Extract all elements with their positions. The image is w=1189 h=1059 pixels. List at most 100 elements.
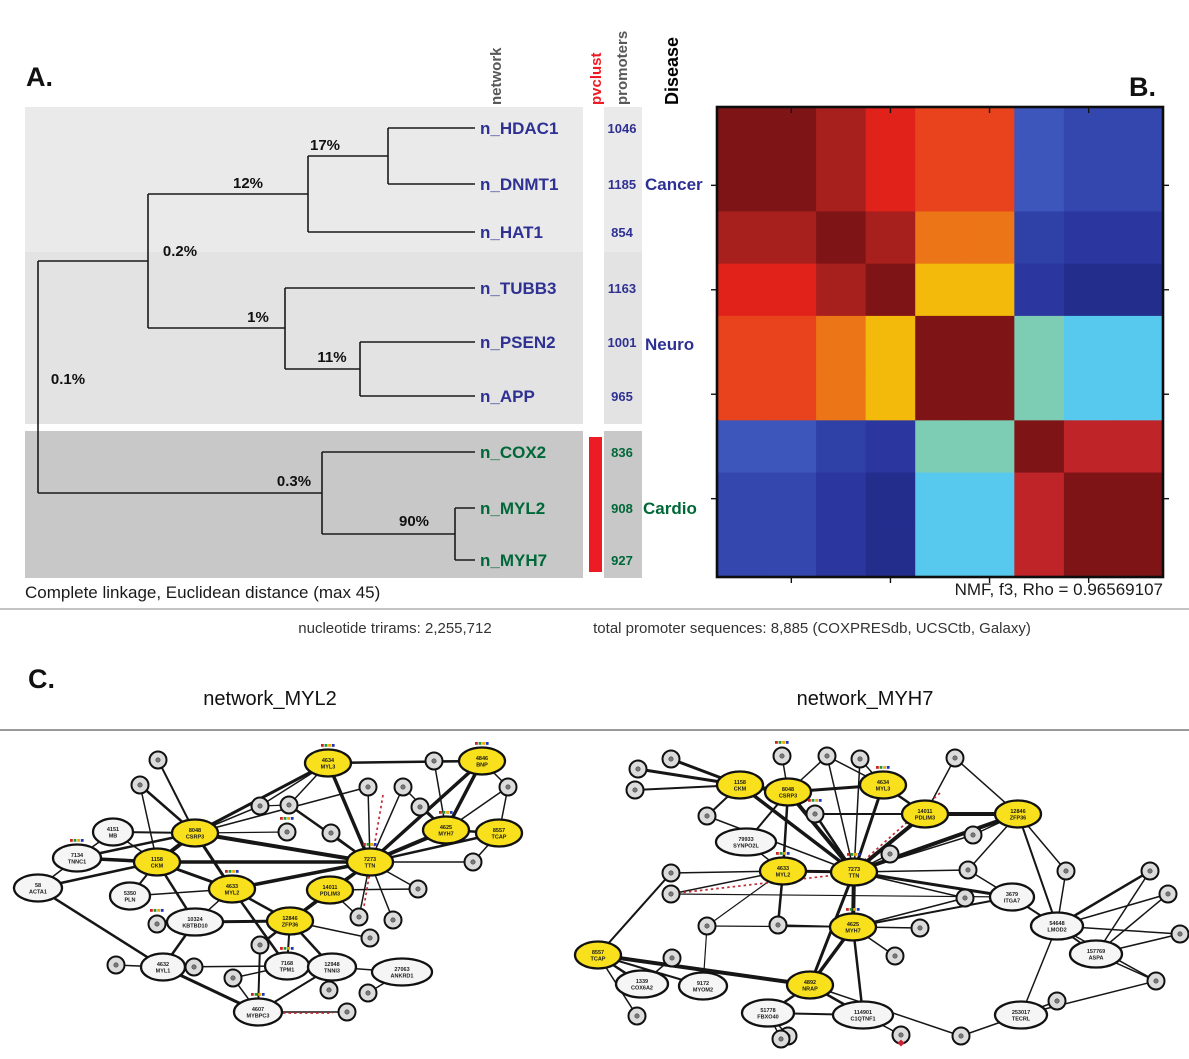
gene-symbol-label: KBTBD10 bbox=[182, 924, 207, 930]
heatmap-cell bbox=[1063, 524, 1115, 578]
network-myh7-node-H24 bbox=[1146, 971, 1166, 991]
node-glyph-icon bbox=[824, 753, 830, 759]
gene-symbol-label: ANKRD1 bbox=[391, 974, 414, 980]
heatmap-cell bbox=[964, 420, 1015, 474]
node-glyph-icon bbox=[257, 803, 263, 809]
heatmap-cell bbox=[964, 159, 1015, 213]
gene-symbol-label: CKM bbox=[151, 864, 164, 870]
gene-id-label: 8557 bbox=[592, 950, 604, 956]
support-pct-label: 1% bbox=[247, 309, 269, 326]
heatmap-cell bbox=[865, 159, 916, 213]
tfbs-dot-icon bbox=[811, 799, 815, 802]
tfbs-dot-icon bbox=[324, 744, 328, 747]
network-myl2-node-G8 bbox=[410, 797, 430, 817]
support-pct-label: 11% bbox=[317, 349, 346, 366]
promoter-count: 854 bbox=[611, 225, 633, 240]
tfbs-dot-icon bbox=[157, 909, 160, 912]
gene-id-label: 8557 bbox=[493, 828, 505, 834]
network-myl2-node-G10 bbox=[277, 817, 297, 842]
network-myl2-node-G21 bbox=[319, 980, 339, 1000]
node-glyph-icon bbox=[1054, 998, 1060, 1004]
tfbs-dot-icon bbox=[283, 947, 287, 950]
tfbs-dot-icon bbox=[778, 741, 782, 744]
network-myh7-edge bbox=[826, 755, 855, 873]
heatmap-cell bbox=[964, 211, 1015, 265]
network-myh7-node-H19 bbox=[885, 946, 905, 966]
tfbs-dot-icon bbox=[482, 742, 485, 745]
gene-id-label: 14011 bbox=[323, 885, 338, 891]
network-myh7-edge bbox=[853, 870, 1013, 899]
tfbs-dot-icon bbox=[251, 993, 254, 996]
tfbs-dot-icon bbox=[225, 870, 228, 873]
highlighted-gene-node bbox=[900, 799, 950, 829]
heatmap-cell bbox=[816, 107, 867, 160]
tfbs-dot-icon bbox=[153, 909, 157, 912]
divider-panel-c bbox=[0, 729, 1189, 731]
gene-node bbox=[677, 971, 729, 1001]
tfbs-dot-icon bbox=[290, 947, 294, 950]
leaf-label: n_TUBB3 bbox=[480, 279, 557, 298]
network-myh7-node-H1 bbox=[628, 759, 648, 779]
gene-node bbox=[740, 998, 796, 1028]
gene-id-label: 12948 bbox=[324, 962, 339, 968]
heatmap-cell bbox=[1063, 315, 1115, 369]
highlighted-gene-node bbox=[132, 847, 182, 877]
heatmap-cell bbox=[717, 159, 768, 213]
node-glyph-icon bbox=[257, 942, 263, 948]
heatmap-cell bbox=[915, 368, 966, 421]
heatmap-cell bbox=[816, 524, 867, 578]
network-myl2-node-G7 bbox=[424, 751, 444, 771]
gene-id-label: 4151 bbox=[107, 827, 119, 833]
promoter-count: 1001 bbox=[608, 335, 637, 350]
highlighted-gene-node bbox=[345, 847, 395, 877]
node-glyph-icon bbox=[1177, 931, 1183, 937]
support-pct-label: 12% bbox=[233, 175, 263, 192]
highlighted-gene-node bbox=[785, 970, 835, 1000]
heatmap-cell bbox=[717, 368, 768, 421]
node-glyph-icon bbox=[970, 832, 976, 838]
gene-symbol-label: TNNI3 bbox=[324, 969, 340, 975]
gene-id-label: 51778 bbox=[760, 1008, 775, 1014]
heatmap-cell bbox=[915, 472, 966, 526]
tfbs-dot-icon bbox=[280, 817, 283, 820]
support-pct-label: 90% bbox=[399, 513, 429, 530]
node-glyph-icon bbox=[431, 758, 437, 764]
heatmap-cell bbox=[766, 472, 817, 526]
network-myl2-node-G19 bbox=[184, 957, 204, 977]
dendrogram-caption: Complete linkage, Euclidean distance (ma… bbox=[25, 583, 381, 602]
heatmap-cell bbox=[915, 263, 966, 317]
heatmap-cell bbox=[717, 211, 768, 265]
tfbs-dot-icon bbox=[70, 839, 73, 842]
node-glyph-icon bbox=[400, 784, 406, 790]
node-glyph-icon bbox=[668, 891, 674, 897]
gene-symbol-label: CKM bbox=[734, 787, 747, 793]
heatmap-cell bbox=[1113, 524, 1164, 578]
gene-id-label: 1158 bbox=[151, 857, 163, 863]
gene-symbol-label: PDLIM3 bbox=[320, 892, 340, 898]
tfbs-dot-icon bbox=[856, 908, 860, 911]
leaf-label: n_APP bbox=[480, 387, 535, 406]
gene-symbol-label: TNNC1 bbox=[68, 860, 86, 866]
tfbs-dot-icon bbox=[847, 853, 850, 856]
gene-symbol-label: C1QTNF1 bbox=[850, 1017, 875, 1023]
network-myh7-edge bbox=[786, 790, 856, 874]
node-glyph-icon bbox=[154, 921, 160, 927]
node-glyph-icon bbox=[669, 955, 675, 961]
node-glyph-icon bbox=[917, 925, 923, 931]
heatmap-cell bbox=[766, 107, 817, 160]
gene-symbol-label: ITGA7 bbox=[1004, 899, 1020, 905]
gene-node bbox=[1068, 939, 1124, 969]
heatmap-cell bbox=[964, 472, 1015, 526]
heatmap-cell bbox=[1113, 315, 1164, 369]
node-glyph-icon bbox=[328, 830, 334, 836]
heatmap-caption: NMF, f3, Rho = 0.96569107 bbox=[954, 580, 1163, 599]
network-myh7-node-H10 bbox=[963, 825, 983, 845]
network-myl2-node-G16 bbox=[147, 909, 167, 934]
leaf-label: n_MYL2 bbox=[480, 499, 545, 518]
heatmap-cell bbox=[865, 472, 916, 526]
